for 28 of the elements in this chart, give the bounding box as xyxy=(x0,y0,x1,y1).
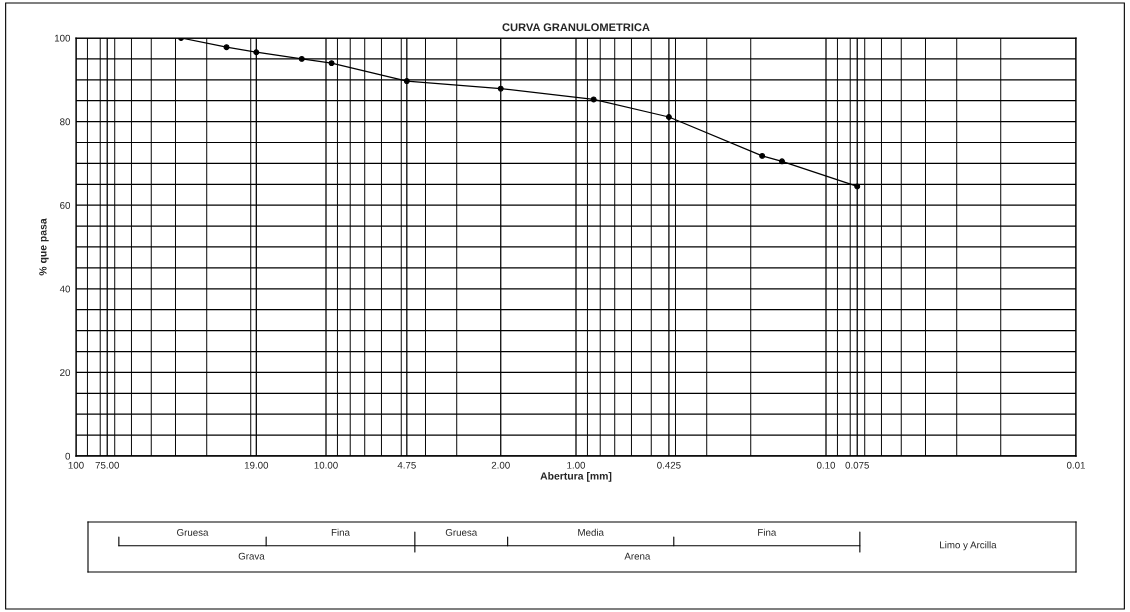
x-tick-label: 1.00 xyxy=(567,461,586,469)
text: Limo y Arcilla xyxy=(940,541,997,551)
chart-title: CURVA GRANULOMETRICA xyxy=(502,23,650,32)
y-tick-label: 0 xyxy=(65,452,71,460)
x-tick-label: 19.00 xyxy=(244,461,269,469)
text: Fina xyxy=(331,528,350,536)
x-tick-label: 0.075 xyxy=(845,461,869,469)
y-tick-label: 20 xyxy=(60,369,71,377)
y-tick-label: 60 xyxy=(60,201,71,209)
x-tick-label: 10.00 xyxy=(314,461,338,469)
x-tick-label: 2.00 xyxy=(491,461,510,469)
x-tick-label: 0.01 xyxy=(1066,461,1085,469)
text: Fina xyxy=(758,528,777,536)
y-axis-title: % que pasa xyxy=(39,218,49,276)
text: Gruesa xyxy=(445,528,478,536)
x-tick-label: 75.00 xyxy=(95,461,120,469)
x-tick-label: 4.75 xyxy=(397,461,416,469)
x-tick-label: 0.425 xyxy=(657,461,681,469)
text: Gruesa xyxy=(177,528,209,536)
y-tick-label: 100 xyxy=(54,34,71,42)
y-tick-label: 80 xyxy=(60,118,71,126)
x-axis-title: Abertura [mm] xyxy=(540,472,612,482)
x-tick-label: 100 xyxy=(68,461,84,469)
x-tick-label: 0.10 xyxy=(816,461,836,469)
text: Arena xyxy=(624,552,651,560)
text: Media xyxy=(578,528,604,536)
y-tick-label: 40 xyxy=(59,285,71,293)
text: Grava xyxy=(238,552,265,560)
